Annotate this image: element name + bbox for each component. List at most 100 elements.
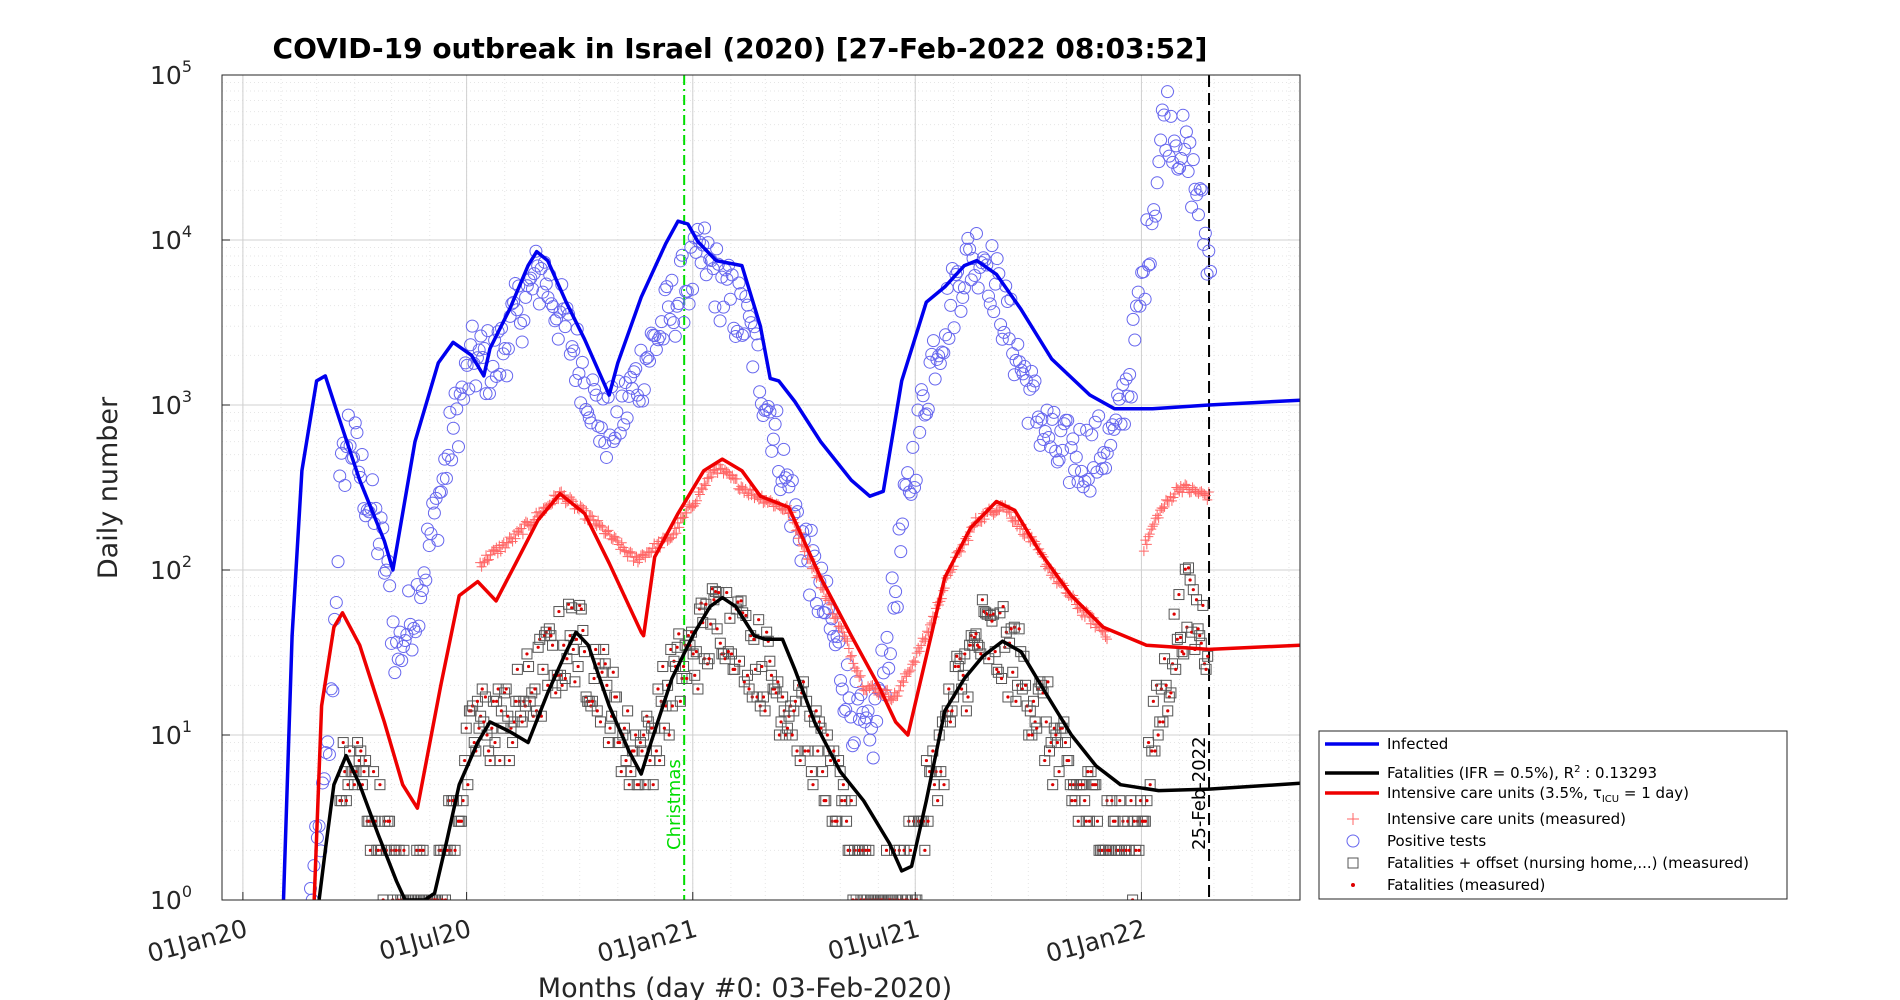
fatality-offset-point bbox=[1197, 599, 1209, 611]
fatality-offset-point bbox=[841, 815, 853, 827]
fatality-offset-point bbox=[777, 691, 789, 703]
fatality-measured-point bbox=[640, 749, 644, 753]
fatality-measured-point bbox=[344, 799, 348, 803]
fatality-measured-point bbox=[1011, 670, 1015, 674]
fatality-measured-point bbox=[661, 664, 665, 669]
positive-test-point bbox=[534, 262, 548, 276]
fatality-measured-point bbox=[355, 740, 360, 745]
fatality-offset-point bbox=[563, 598, 575, 610]
positive-test-point bbox=[675, 248, 689, 262]
fatality-measured-point bbox=[573, 680, 577, 684]
positive-test-point bbox=[438, 452, 452, 466]
fatality-offset-point bbox=[724, 612, 736, 624]
positive-test-point bbox=[1147, 203, 1161, 217]
fatality-measured-point bbox=[977, 645, 981, 649]
fatality-offset-point bbox=[1090, 779, 1102, 791]
positive-test-point bbox=[329, 595, 343, 609]
fatality-offset-point bbox=[449, 844, 461, 856]
fatality-measured-point bbox=[560, 683, 564, 687]
fatality-measured-point bbox=[1044, 720, 1048, 724]
fatality-measured-point bbox=[598, 720, 603, 724]
fatality-offset-point bbox=[1085, 766, 1097, 778]
positive-test-point bbox=[627, 365, 641, 379]
fatality-offset-point bbox=[657, 661, 669, 673]
fatality-measured-point bbox=[650, 726, 654, 730]
fatality-measured-point bbox=[472, 740, 476, 745]
positive-test-point bbox=[439, 471, 453, 485]
fatality-measured-point bbox=[618, 740, 622, 745]
positive-test-point bbox=[906, 440, 920, 454]
fatality-offset-point bbox=[932, 795, 944, 807]
fatality-offset-point bbox=[706, 583, 718, 595]
fatality-offset-point bbox=[1016, 683, 1028, 695]
positive-test-point bbox=[865, 721, 879, 735]
fatality-offset-point bbox=[733, 655, 745, 667]
fatality-measured-point bbox=[678, 699, 682, 703]
fatality-offset-point bbox=[455, 815, 467, 827]
positive-test-point bbox=[661, 300, 675, 314]
positive-test-point bbox=[643, 354, 657, 368]
positive-test-point bbox=[1043, 440, 1057, 454]
fatality-offset-point bbox=[344, 745, 356, 757]
fatality-measured-point bbox=[811, 783, 815, 787]
icu-measured-point bbox=[619, 545, 630, 556]
fatality-measured-point bbox=[960, 687, 964, 691]
positive-test-point bbox=[434, 485, 448, 499]
fatality-offset-point bbox=[986, 615, 998, 627]
fatality-measured-point bbox=[634, 733, 638, 737]
positive-test-point bbox=[959, 242, 973, 256]
icu-measured-point bbox=[1144, 529, 1155, 540]
fatality-measured-point bbox=[1081, 783, 1085, 787]
positive-test-point bbox=[388, 666, 402, 680]
fatality-offset-point bbox=[1028, 695, 1040, 707]
positive-test-point bbox=[419, 573, 433, 587]
fatality-offset-point bbox=[1157, 716, 1169, 728]
series-line-1 bbox=[317, 595, 1300, 900]
positive-test-point bbox=[610, 405, 624, 419]
positive-test-point bbox=[593, 434, 607, 448]
positive-test-point bbox=[617, 418, 631, 432]
fatality-offset-point bbox=[919, 844, 931, 856]
fatality-offset-point bbox=[674, 695, 686, 707]
fatality-offset-point bbox=[1091, 815, 1103, 827]
fatality-measured-point bbox=[670, 704, 674, 708]
fatality-measured-point bbox=[816, 749, 820, 753]
positive-test-point bbox=[348, 416, 362, 430]
fatality-offset-point bbox=[710, 586, 722, 598]
fatality-measured-point bbox=[993, 650, 997, 654]
icu-measured-point bbox=[699, 479, 710, 490]
fatality-offset-point bbox=[384, 815, 396, 827]
positive-test-point bbox=[451, 440, 465, 454]
positive-test-point bbox=[1114, 417, 1128, 431]
fatality-offset-point bbox=[610, 691, 622, 703]
fatality-offset-point bbox=[761, 626, 773, 638]
icu-measured-point bbox=[896, 675, 907, 686]
icu-measured-point bbox=[476, 561, 487, 572]
fatality-measured-point bbox=[1094, 783, 1098, 787]
fatality-measured-point bbox=[1055, 740, 1060, 745]
positive-test-point bbox=[911, 403, 925, 417]
positive-test-point bbox=[517, 314, 531, 328]
fatality-offset-point bbox=[439, 894, 451, 900]
positive-test-point bbox=[341, 408, 355, 422]
positive-test-point bbox=[904, 487, 918, 501]
positive-test-point bbox=[1142, 258, 1156, 272]
fatality-measured-point bbox=[942, 783, 946, 787]
positive-test-point bbox=[885, 571, 899, 585]
positive-test-point bbox=[586, 373, 600, 387]
fatality-offset-point bbox=[1163, 691, 1175, 703]
positive-test-point bbox=[651, 333, 665, 347]
positive-test-point bbox=[844, 710, 858, 724]
fatality-measured-point bbox=[514, 699, 518, 703]
positive-test-point bbox=[987, 305, 1001, 319]
positive-test-point bbox=[1160, 85, 1174, 99]
fatality-measured-point bbox=[999, 676, 1004, 681]
fatality-offset-point bbox=[960, 705, 972, 717]
icu-measured-point bbox=[1102, 634, 1113, 645]
fatality-measured-point bbox=[1194, 598, 1199, 602]
positive-test-point bbox=[870, 714, 884, 728]
fatality-measured-point bbox=[487, 749, 491, 753]
positive-test-point bbox=[421, 522, 435, 536]
positive-test-point bbox=[672, 297, 686, 311]
positive-test-point bbox=[794, 554, 808, 568]
